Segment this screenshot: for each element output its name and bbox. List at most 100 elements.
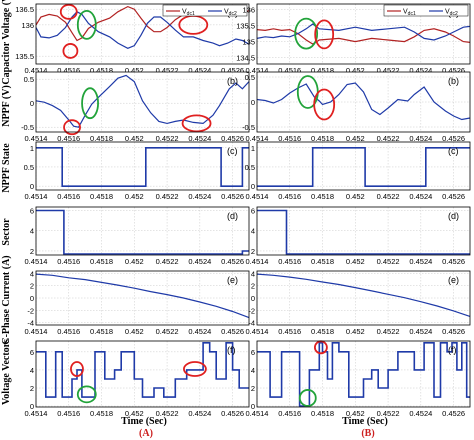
y-tick-label: 4 (251, 366, 255, 375)
plot-frame (35, 141, 250, 191)
plot-frame (35, 3, 250, 65)
x-tick-label: 0.4518 (90, 327, 113, 336)
y-tick-label: 0 (251, 294, 255, 303)
panel-tag: (f) (448, 345, 457, 355)
plot-frame (35, 71, 250, 133)
y-tick-label: 135.5 (236, 22, 255, 31)
y-tick-label: 135.5 (15, 52, 34, 61)
y-tick-label: 0.5 (245, 163, 255, 172)
plot-area (36, 142, 249, 190)
panel-A-d: 6 4 20.4514 0.4516 0.4518 0.452 0.4522 0.4524 0.… (25, 206, 250, 266)
series-line-vector (257, 342, 470, 407)
x-tick-label: 0.452 (346, 327, 365, 336)
x-tick-label: 0.4524 (188, 66, 211, 75)
x-tick-label: 0.452 (346, 409, 365, 418)
x-tick-label: 0.4514 (25, 257, 48, 266)
x-tick-label: 0.4516 (57, 327, 80, 336)
x-tick-label: 0.4526 (442, 134, 465, 143)
series-line-sector (36, 209, 249, 255)
panel-A-e: 4 2 0 -2 -40.4514 0.4516 0.4518 0.452 0.4522 0.45… (25, 269, 250, 336)
plot-area (257, 207, 470, 255)
y-tick-label: 2 (251, 384, 255, 393)
x-tick-label: 0.4522 (377, 257, 400, 266)
x-tick-label: 0.4516 (278, 409, 301, 418)
panel-B-f: 6 4 2 00.4514 0.4516 0.4518 0.452 0.4522 0.4524 0… (246, 340, 471, 418)
y-tick-label: -4 (27, 319, 34, 328)
plot-frame (256, 206, 471, 256)
x-tick-label: 0.4514 (246, 66, 269, 75)
panel-tag: (c) (448, 146, 459, 156)
y-label-nppf: NPPF (V) (1, 85, 12, 127)
y-label-vectors: Voltage Vectors (1, 339, 12, 405)
red-highlight-circle (62, 43, 79, 59)
legend-box (383, 4, 469, 17)
green-highlight-circle (76, 9, 97, 40)
y-label-current: C-Phase Current (A) (1, 255, 12, 344)
series-line-current (35, 273, 250, 319)
x-tick-label: 0.4516 (278, 257, 301, 266)
y-tick-label: 135 (242, 38, 255, 47)
series-line-vector (36, 342, 249, 398)
x-tick-label: 0.4516 (57, 192, 80, 201)
series-line-dc1 (256, 28, 471, 45)
plot-frame (35, 340, 250, 408)
plot-frame (256, 340, 471, 408)
x-tick-label: 0.4518 (311, 409, 334, 418)
plot-frame (35, 206, 250, 256)
x-tick-label: 0.452 (125, 66, 144, 75)
plot-area (36, 72, 249, 132)
x-tick-label: 0.452 (346, 66, 365, 75)
x-tick-label: 0.4518 (311, 257, 334, 266)
x-tick-label: 0.4516 (57, 134, 80, 143)
x-tick-label: 0.452 (125, 192, 144, 201)
green-highlight-circle (76, 385, 97, 404)
y-tick-label: 2 (251, 247, 255, 256)
x-tick-label: 0.4526 (442, 327, 465, 336)
x-tick-label: 0.4522 (156, 192, 179, 201)
panel-tag: (b) (448, 76, 459, 86)
y-tick-label: 6 (30, 348, 34, 357)
y-tick-label: 4 (251, 269, 255, 278)
y-tick-label: 2 (30, 384, 34, 393)
green-highlight-circle (81, 87, 99, 120)
series-line-state (36, 147, 249, 187)
series-line-nppf (256, 82, 471, 121)
x-tick-label: 0.4516 (57, 66, 80, 75)
x-label-b: Time (Sec) (342, 416, 388, 427)
series-line-sector (257, 209, 470, 255)
x-tick-label: 0.4516 (278, 327, 301, 336)
panel-B-c: 1 0.5 00.4514 0.4516 0.4518 0.452 0.4522 0.4524… (245, 141, 471, 201)
panel-B-a: 136 135.5 135 134.5 0.4514 0.4516 0.4518 0.452 0… (236, 3, 471, 75)
y-tick-label: 136 (21, 21, 34, 30)
legend-label: Vdc1 (403, 9, 416, 18)
panel-tag: (f) (227, 345, 236, 355)
red-highlight-circle (313, 88, 336, 121)
x-tick-label: 0.4522 (377, 134, 400, 143)
y-tick-label: 6 (251, 207, 255, 216)
x-tick-label: 0.452 (346, 257, 365, 266)
x-tick-label: 0.4518 (311, 327, 334, 336)
x-tick-label: 0.4514 (246, 257, 269, 266)
x-tick-label: 0.4522 (377, 409, 400, 418)
plot-frame (35, 270, 250, 326)
x-tick-label: 0.4522 (377, 192, 400, 201)
x-tick-label: 0.4522 (156, 66, 179, 75)
x-tick-label: 0.4526 (221, 257, 244, 266)
panel-B-b: 0.5 0 -0.5 0.4514 0.4516 0.4518 0.452 0.4522 0.4… (242, 71, 471, 143)
x-tick-label: 0.4526 (221, 192, 244, 201)
x-tick-label: 0.4516 (57, 257, 80, 266)
x-tick-label: 0.4514 (246, 134, 269, 143)
x-tick-label: 0.4524 (188, 134, 211, 143)
column-label-b: (B) (361, 428, 374, 439)
x-tick-label: 0.452 (125, 409, 144, 418)
x-tick-label: 0.452 (125, 257, 144, 266)
x-tick-label: 0.452 (346, 134, 365, 143)
y-tick-label: 4 (251, 227, 255, 236)
x-tick-label: 0.4524 (409, 66, 432, 75)
panel-B-d: 6 4 20.4514 0.4516 0.4518 0.452 0.4522 0.4524 0.… (246, 206, 471, 266)
x-tick-label: 0.452 (125, 327, 144, 336)
x-tick-label: 0.4514 (246, 409, 269, 418)
x-tick-label: 0.4518 (311, 192, 334, 201)
plot-area (257, 142, 470, 190)
